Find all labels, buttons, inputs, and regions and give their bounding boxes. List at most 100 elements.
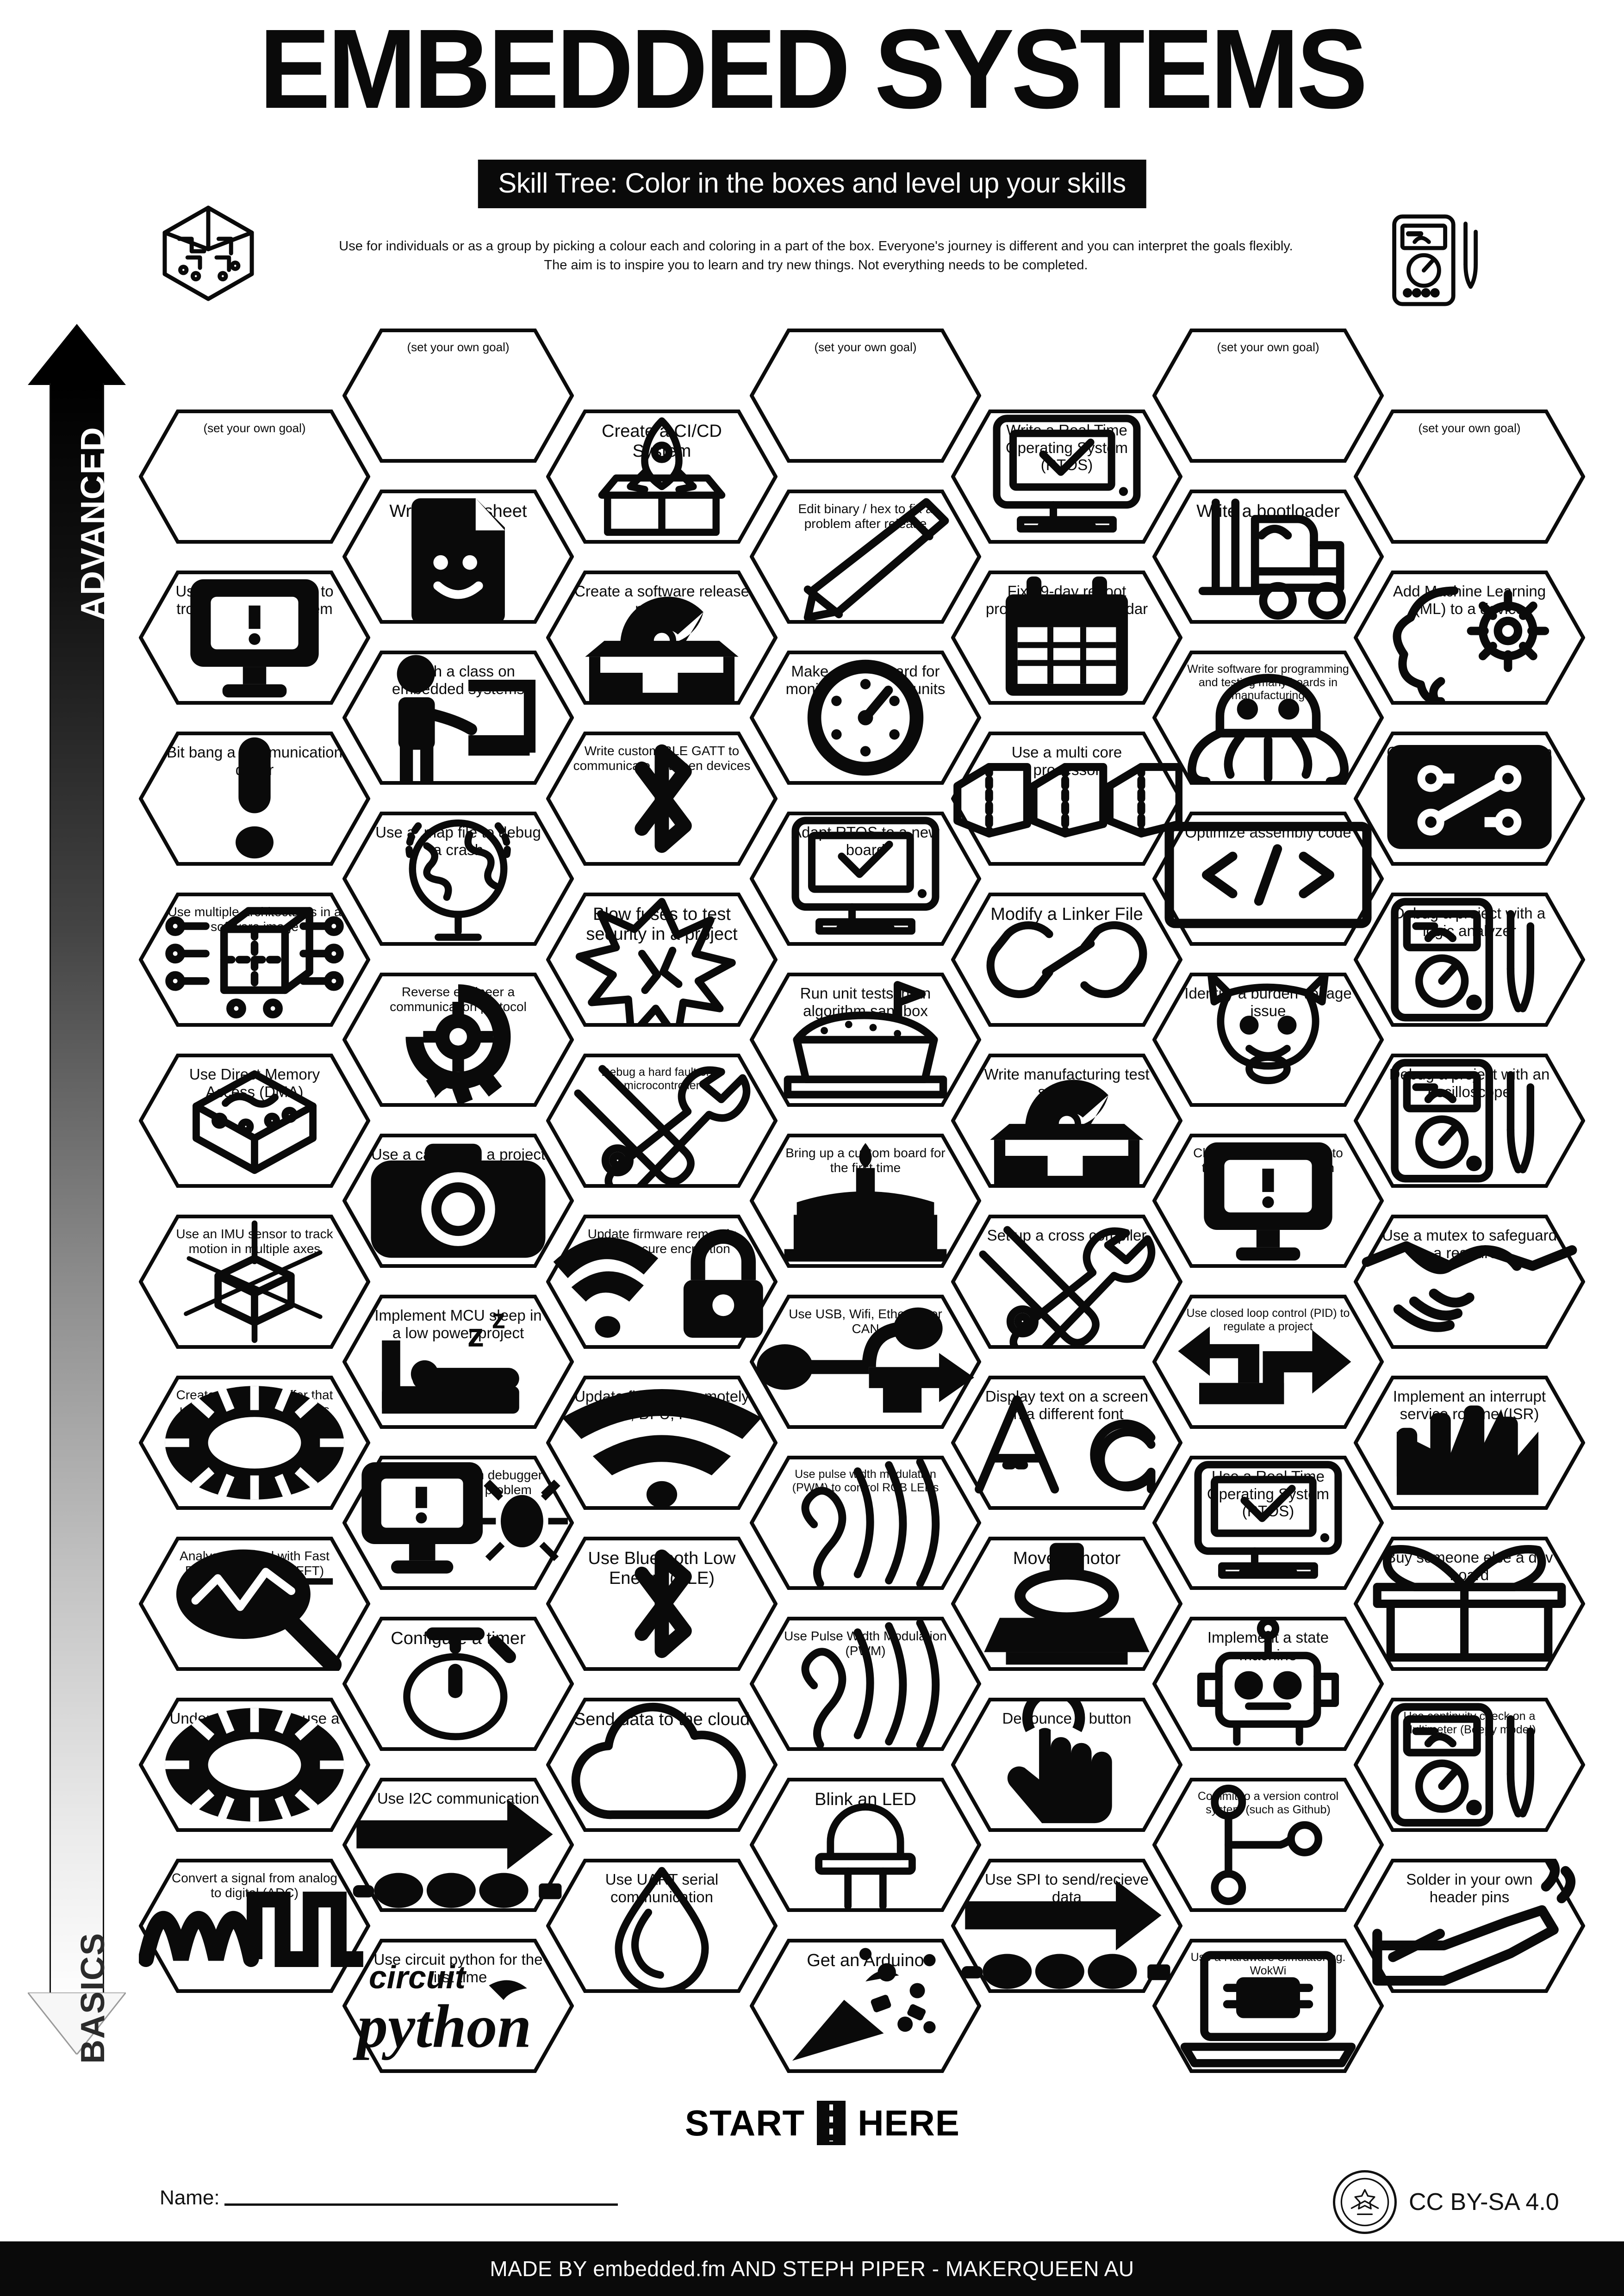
skill-hex-c2-r7[interactable]: Implement MCU sleep in a low power proje…: [342, 1295, 574, 1429]
skill-hex-c1-r7[interactable]: Create a circular buffer that uses more …: [139, 1376, 370, 1510]
skill-hex-content: Check a .lst or .map file to troubleshoo…: [1152, 1134, 1384, 1268]
skill-hex-c1-r6[interactable]: Use an IMU sensor to track motion in mul…: [139, 1215, 370, 1349]
skill-hex-c5-r5[interactable]: Write manufacturing test software: [951, 1054, 1182, 1188]
skill-hex-content: Update firmware remotely using secure en…: [546, 1215, 778, 1349]
skill-hex-content: Use I2C communication: [342, 1778, 574, 1912]
skill-hex-c3-r6[interactable]: Update firmware remotely using secure en…: [546, 1215, 778, 1349]
skill-hex-c6-r11[interactable]: Use a Hardware Simulator eg. WokWi: [1152, 1939, 1384, 2073]
skill-hex-c4-r4[interactable]: Adapt RTOS to a new board: [750, 812, 981, 946]
skill-hex-c6-r10[interactable]: Commit to a version control system (such…: [1152, 1778, 1384, 1912]
skill-hex-content: Use pulse width modulation (PWM) to cont…: [750, 1456, 981, 1590]
skill-hex-c4-r8[interactable]: Use pulse width modulation (PWM) to cont…: [750, 1456, 981, 1590]
skill-hex-c6-r6[interactable]: Check a .lst or .map file to troubleshoo…: [1152, 1134, 1384, 1268]
skill-hex-c5-r9[interactable]: Debounce a button: [951, 1698, 1182, 1832]
skill-hex-c1-r10[interactable]: Convert a signal from analog to digital …: [139, 1859, 370, 1993]
skill-hex-c1-r2[interactable]: Use trace debugging to troubleshoot a pr…: [139, 571, 370, 705]
skill-hex-c2-r11[interactable]: Use circuit python for the first time cir…: [342, 1939, 574, 2073]
skill-hex-c3-r10[interactable]: Use UART serial communication: [546, 1859, 778, 1993]
skill-hex-c1-r4[interactable]: Use multiple architectures in a software…: [139, 893, 370, 1027]
skill-hex-c6-r3[interactable]: Write software for programming and testi…: [1152, 651, 1384, 785]
skill-hex-c2-r4[interactable]: Use a .map file to debug a crash: [342, 812, 574, 946]
skill-hex-c6-r2[interactable]: Write a bootloader: [1152, 490, 1384, 624]
skill-hex-c6-r1[interactable]: (set your own goal): [1152, 329, 1384, 463]
skill-hex-c4-r11[interactable]: Get an Arduino: [750, 1939, 981, 2073]
skill-hex-c1-r9[interactable]: Understand how to use a circular buffer: [139, 1698, 370, 1832]
skill-hex-content: Write a Real Time Operating System (RTOS…: [951, 410, 1182, 544]
skill-hex-c4-r5[interactable]: Run unit tests in an algorithm sandbox: [750, 973, 981, 1107]
skill-hex-content: (set your own goal): [1152, 329, 1384, 463]
name-field[interactable]: Name:: [160, 2186, 618, 2209]
skill-hex-c5-r1[interactable]: Write a Real Time Operating System (RTOS…: [951, 410, 1182, 544]
skill-hex-c7-r1[interactable]: (set your own goal): [1354, 410, 1585, 544]
skill-hex-content: Use USB, Wifi, Ethernet or CAN: [750, 1295, 981, 1429]
skill-hex-c2-r9[interactable]: Configure a timer: [342, 1617, 574, 1751]
skill-hex-c3-r3[interactable]: Write custom BLE GATT to communicate bet…: [546, 732, 778, 866]
arrow-head-up-icon: [28, 324, 126, 385]
skill-hex-c2-r1[interactable]: (set your own goal): [342, 329, 574, 463]
icons-credit: Icons by Icons8.com: [1405, 2221, 1557, 2240]
skill-hex-label: Run unit tests in an algorithm sandbox: [800, 985, 931, 1019]
skill-hex-c2-r6[interactable]: Use a camera in a project: [342, 1134, 574, 1268]
skill-hex-c2-r5[interactable]: Reverse engineer a communication protoco…: [342, 973, 574, 1107]
skill-hex-c5-r3[interactable]: Use a multi core processor: [951, 732, 1182, 866]
skill-hex-c7-r7[interactable]: Implement an interrupt service routine (…: [1354, 1376, 1585, 1510]
skill-hex-label: (set your own goal): [407, 340, 510, 354]
skill-hex-c2-r3[interactable]: Teach a class on embedded systems: [342, 651, 574, 785]
skill-hex-c2-r10[interactable]: Use I2C communication: [342, 1778, 574, 1912]
skill-hex-content: Use SPI to send/recieve data: [951, 1859, 1182, 1993]
skill-hex-content: Use a multi core processor: [951, 732, 1182, 866]
skill-hex-c3-r1[interactable]: Create a CI/CD System: [546, 410, 778, 544]
skill-hex-c7-r10[interactable]: Solder in your own header pins: [1354, 1859, 1585, 1993]
skill-hex-c7-r3[interactable]: Create your own custom PCB: [1354, 732, 1585, 866]
skill-hex-c3-r7[interactable]: Update firmware remotely (OTA, DFU, FWUP…: [546, 1376, 778, 1510]
skill-hex-c1-r8[interactable]: Analyse a signal with Fast Fourier Trans…: [139, 1537, 370, 1671]
skill-hex-c6-r4[interactable]: Optimize assembly code: [1152, 812, 1384, 946]
skill-hex-c4-r9[interactable]: Use Pulse Width Modulation (PWM): [750, 1617, 981, 1751]
skill-hex-c6-r5[interactable]: Identify a burden voltage issue: [1152, 973, 1384, 1107]
skill-hex-c4-r10[interactable]: Blink an LED: [750, 1778, 981, 1912]
skill-hex-c7-r2[interactable]: Add Machine Learning (ML) to a device: [1354, 571, 1585, 705]
skill-hex-content: Reverse engineer a communication protoco…: [342, 973, 574, 1107]
skill-hex-c5-r7[interactable]: Display text on a screen in a different …: [951, 1376, 1182, 1510]
skill-hex-content: Write a datasheet: [342, 490, 574, 624]
skill-hex-c5-r8[interactable]: Move a motor: [951, 1537, 1182, 1671]
arrow-shaft: [50, 383, 104, 1992]
skill-hex-label: (set your own goal): [203, 421, 306, 435]
skill-hex-c3-r4[interactable]: Blow fuses to test security in a project: [546, 893, 778, 1027]
skill-hex-c1-r3[interactable]: Bit bang a communication driver: [139, 732, 370, 866]
skill-hex-c4-r6[interactable]: Bring up a custom board for the first ti…: [750, 1134, 981, 1268]
name-label: Name:: [160, 2186, 220, 2209]
skill-hex-c5-r10[interactable]: Use SPI to send/recieve data: [951, 1859, 1182, 1993]
skill-hex-c6-r7[interactable]: Use closed loop control (PID) to regulat…: [1152, 1295, 1384, 1429]
skill-hex-c1-r1[interactable]: (set your own goal): [139, 410, 370, 544]
skill-hex-content: Use a mutex to safeguard a resource: [1354, 1215, 1585, 1349]
skill-hex-c1-r5[interactable]: Use Direct Memory Access (DMA): [139, 1054, 370, 1188]
skill-hex-c5-r2[interactable]: Fix 49-day reboot problem with a calenda…: [951, 571, 1182, 705]
svg-text:python: python: [353, 1992, 532, 2060]
skill-hex-c3-r9[interactable]: Send data to the cloud: [546, 1698, 778, 1832]
skill-hex-c6-r9[interactable]: Implement a state machine: [1152, 1617, 1384, 1751]
skill-hex-c4-r1[interactable]: (set your own goal): [750, 329, 981, 463]
skill-hex-c5-r4[interactable]: Modify a Linker File: [951, 893, 1182, 1027]
skill-hex-c3-r5[interactable]: Debug a hard fault on a microcontroller: [546, 1054, 778, 1188]
skill-hex-c7-r4[interactable]: Debug a project with a logic analyzer: [1354, 893, 1585, 1027]
skill-hex-c7-r6[interactable]: Use a mutex to safeguard a resource: [1354, 1215, 1585, 1349]
skill-hex-content: (set your own goal): [139, 410, 370, 544]
skill-hex-c4-r7[interactable]: Use USB, Wifi, Ethernet or CAN: [750, 1295, 981, 1429]
skill-hex-label: Use Direct Memory Access (DMA): [189, 1066, 320, 1100]
skill-hex-c7-r5[interactable]: Debug a project with an oscilloscope: [1354, 1054, 1585, 1188]
skill-hex-content: Use Pulse Width Modulation (PWM): [750, 1617, 981, 1751]
skill-hex-c7-r9[interactable]: Use continuity check on a Multimeter (Be…: [1354, 1698, 1585, 1832]
skill-hex-label: Use circuit python for the first time: [373, 1951, 543, 1986]
skill-hex-c6-r8[interactable]: Use a Real Time Operating System (RTOS): [1152, 1456, 1384, 1590]
skill-hex-c2-r2[interactable]: Write a datasheet: [342, 490, 574, 624]
name-input-rule[interactable]: [224, 2203, 618, 2206]
skill-hex-c5-r6[interactable]: Set up a cross compiler: [951, 1215, 1182, 1349]
skill-hex-c3-r2[interactable]: Create a software release process: [546, 571, 778, 705]
skill-hex-c4-r3[interactable]: Make a dashboard for monitoring remote u…: [750, 651, 981, 785]
skill-hex-c7-r8[interactable]: Buy someone else a dev board: [1354, 1537, 1585, 1671]
skill-hex-c3-r8[interactable]: Use Bluetooth Low Energy (BLE): [546, 1537, 778, 1671]
skill-hex-content: Use closed loop control (PID) to regulat…: [1152, 1295, 1384, 1429]
skill-hex-c2-r8[interactable]: Use a step-through debugger to troublesh…: [342, 1456, 574, 1590]
skill-hex-c4-r2[interactable]: Edit binary / hex to fix a problem after…: [750, 490, 981, 624]
